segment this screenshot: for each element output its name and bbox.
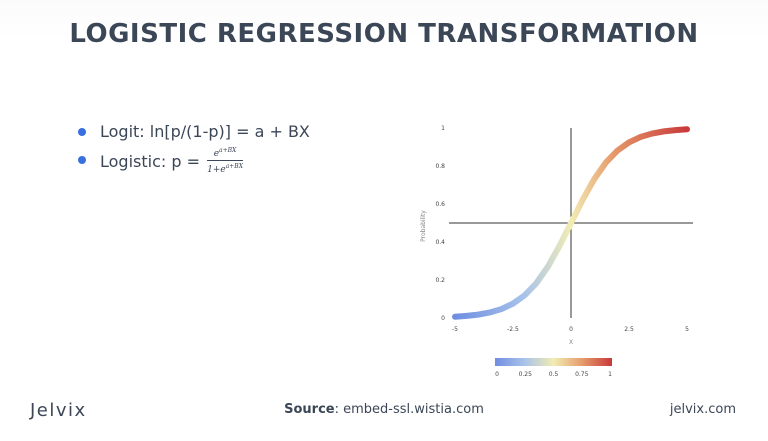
x-tick-label: -5 — [452, 326, 458, 333]
site-url: jelvix.com — [669, 402, 736, 417]
colorbar-tick-label: 0.5 — [549, 371, 559, 378]
slide-title: LOGISTIC REGRESSION TRANSFORMATION — [69, 19, 699, 49]
x-axis-label: X — [569, 339, 573, 346]
fraction-numerator: ea+BX — [207, 146, 243, 161]
colorbar-ticks: 0 0.25 0.5 0.75 1 — [495, 371, 612, 378]
source-value: : embed-ssl.wistia.com — [334, 402, 484, 417]
sigmoid-chart: -5 -2.5 0 2.5 500.20.40.60.81 Probability X … — [420, 125, 693, 378]
x-tick-label: -2.5 — [507, 326, 519, 333]
colorbar — [495, 358, 612, 366]
y-tick-label: 1 — [441, 125, 445, 132]
bullet-logistic: Logistic: p = ea+BX 1+ea+BX — [78, 146, 310, 176]
jelvix-logo: Jelvix — [30, 400, 87, 421]
fraction-denominator: 1+ea+BX — [207, 163, 243, 175]
colorbar-tick-label: 0.75 — [575, 371, 589, 378]
x-tick-label: 5 — [685, 326, 689, 333]
colorbar-tick-label: 0 — [495, 371, 499, 378]
x-tick-label: 2.5 — [624, 326, 634, 333]
y-tick-label: 0.6 — [435, 201, 445, 208]
bullet-logit: Logit: ln[p/(1-p)] = a + BX — [78, 120, 310, 148]
logit-formula: Logit: ln[p/(1-p)] = a + BX — [100, 122, 310, 141]
y-tick-label: 0.8 — [435, 163, 445, 170]
logistic-fraction: ea+BX 1+ea+BX — [207, 146, 243, 175]
formula-list: Logit: ln[p/(1-p)] = a + BX Logistic: p … — [78, 120, 310, 176]
source-credit: Source: embed-ssl.wistia.com — [0, 402, 768, 417]
colorbar-tick-label: 0.25 — [519, 371, 533, 378]
y-tick-label: 0.4 — [435, 239, 445, 246]
sigmoid-curve — [452, 126, 690, 320]
y-axis-label: Probability — [420, 210, 427, 242]
y-tick-label: 0 — [441, 315, 445, 322]
y-tick-label: 0.2 — [435, 277, 445, 284]
bullet-dot-icon — [78, 156, 86, 164]
source-label: Source — [284, 402, 335, 417]
logistic-prefix: Logistic: p = — [100, 152, 200, 171]
ticks-layer: -5 -2.5 0 2.5 5 0 0.2 0.4 0.6 0.8 1 — [435, 125, 689, 333]
bullet-dot-icon — [78, 128, 86, 136]
x-tick-label: 0 — [569, 326, 573, 333]
colorbar-tick-label: 1 — [608, 371, 612, 378]
